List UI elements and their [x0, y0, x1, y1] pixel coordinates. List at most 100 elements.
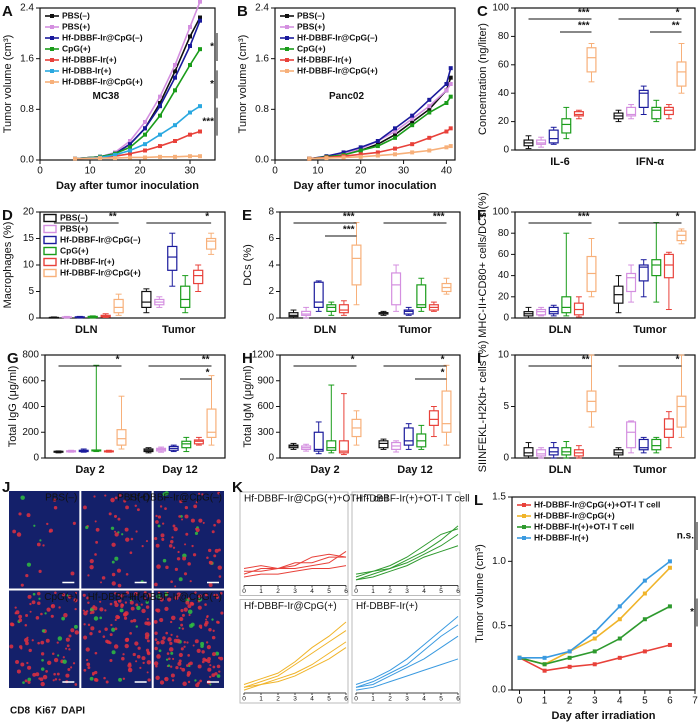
cell-dot: [51, 604, 54, 607]
legend-marker: [522, 503, 526, 507]
cell-dot: [53, 672, 56, 676]
x-tick-label: 0: [354, 696, 358, 703]
cell-dot: [206, 556, 209, 560]
y-tick-label: 200: [22, 427, 39, 438]
cell-dot: [198, 518, 203, 523]
point: [173, 88, 177, 93]
point: [158, 113, 162, 118]
point: [567, 655, 572, 660]
cell-dot: [67, 595, 72, 599]
point: [188, 110, 192, 115]
cell-dot: [159, 680, 165, 685]
point: [341, 150, 346, 155]
panel-label: I: [477, 350, 481, 367]
cell-dot: [134, 504, 137, 507]
cell-dot: [114, 496, 118, 500]
cell-dot: [132, 652, 136, 657]
cell-dot: [136, 605, 141, 611]
cell-dot: [199, 679, 203, 683]
y-tick-label: 40: [498, 270, 510, 281]
legend-label: Hf-DBBF-Ir(+)+OT-I T cell: [534, 521, 634, 531]
cell-dot: [66, 594, 69, 597]
cell-dot: [154, 646, 158, 651]
legend-label: PBS(–): [297, 10, 325, 20]
cell-dot: [99, 607, 104, 612]
cell-dot: [219, 656, 224, 661]
y-tick-label: 0: [503, 145, 509, 156]
cell-dot: [194, 591, 197, 594]
point: [324, 156, 329, 161]
y-axis-label: SIINFEKL-H2Kb+ cells (%): [477, 341, 489, 473]
cell-dot: [146, 639, 150, 643]
cell-dot: [74, 591, 78, 595]
cell-dot: [155, 675, 160, 681]
cell-dot: [89, 676, 94, 681]
point: [642, 578, 647, 583]
cell-dot: [186, 641, 189, 644]
cell-dot: [100, 581, 103, 584]
cell-dot: [44, 612, 47, 615]
cell-dot: [192, 553, 197, 557]
cell-dot: [28, 648, 32, 653]
point: [143, 142, 147, 147]
cell-dot: [175, 665, 179, 670]
box: [676, 395, 687, 428]
cell-dot: [164, 507, 167, 511]
cell-dot: [157, 515, 162, 519]
cell-dot: [170, 651, 174, 655]
point: [448, 66, 453, 71]
significance-label: *: [690, 607, 694, 618]
y-tick-label: 0.5: [492, 620, 506, 631]
cell-dot: [188, 613, 191, 617]
legend-swatch: [43, 257, 57, 267]
box: [313, 281, 324, 309]
cell-dot: [156, 564, 161, 569]
cell-dot: [125, 637, 130, 642]
cell-dot: [179, 499, 183, 504]
box: [313, 431, 324, 452]
cell-dot: [211, 635, 216, 640]
x-tick-label: 5: [439, 588, 443, 595]
cell-dot: [187, 604, 192, 609]
point: [173, 75, 177, 80]
cell-dot: [218, 575, 222, 578]
cell-dot: [18, 614, 23, 619]
cell-dot: [183, 572, 188, 576]
y-tick-label: 15: [23, 233, 35, 244]
y-tick-label: 0: [268, 453, 274, 464]
box: [548, 306, 559, 315]
legend-label: PBS(+): [62, 21, 90, 31]
cell-dot: [145, 540, 149, 543]
cell-dot: [205, 618, 208, 621]
cell-dot: [201, 650, 205, 654]
point: [444, 145, 449, 150]
x-tick-label: 3: [293, 588, 297, 595]
cell-dot: [89, 631, 93, 636]
y-axis-label: MHC-II+CD80+ cells/DCs (%): [477, 192, 489, 337]
cell-dot: [9, 644, 14, 649]
cell-dot: [95, 527, 100, 532]
cell-dot: [108, 512, 112, 516]
box: [326, 304, 337, 312]
cell-dot: [171, 679, 175, 682]
x-axis-label: Day after tumor inoculation: [56, 180, 199, 192]
cell-dot: [72, 662, 76, 665]
cell-dot: [114, 602, 119, 608]
legend-marker: [50, 47, 54, 51]
y-tick-label: 0.0: [20, 155, 34, 166]
legend-marker: [50, 80, 54, 84]
x-tick-label: 7: [692, 696, 698, 707]
x-tick-label: 2: [388, 588, 392, 595]
cell-dot: [32, 592, 36, 596]
significance-label: ***: [578, 212, 590, 223]
cell-dot: [12, 529, 17, 534]
panel-label: A: [2, 3, 13, 20]
box: [536, 449, 547, 457]
point: [73, 156, 77, 161]
y-tick-label: 0: [503, 453, 509, 464]
x-tick-label: 4: [617, 696, 623, 707]
box: [180, 285, 191, 309]
panel-caption: PBS(–): [45, 493, 77, 504]
cell-dot: [114, 627, 118, 631]
box: [626, 106, 637, 117]
